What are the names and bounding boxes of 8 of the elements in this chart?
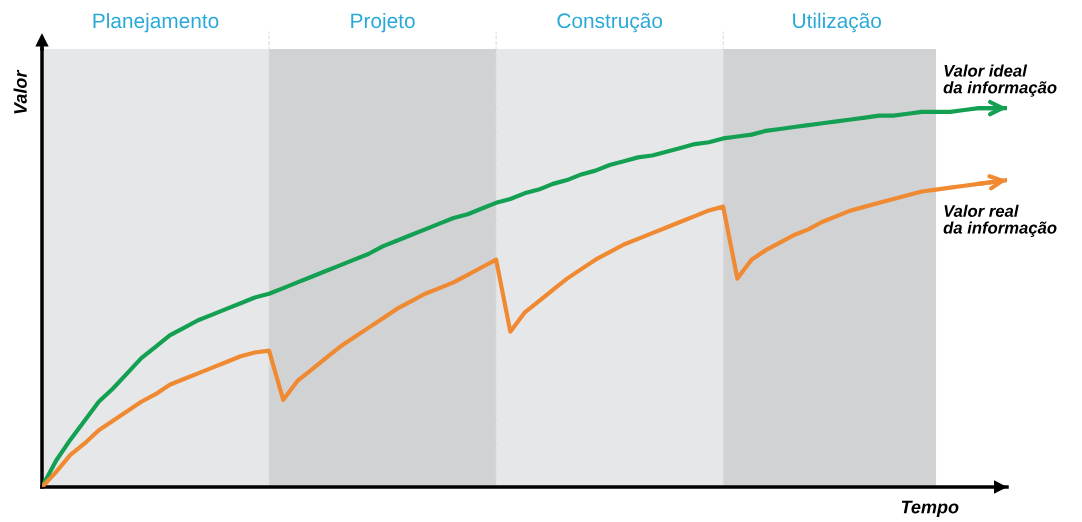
x-tick-label: Construção	[557, 12, 663, 33]
y-axis-title: Valor	[13, 69, 27, 114]
x-tick-label: Planejamento	[93, 12, 219, 33]
series-label: Valor real da informação	[943, 204, 1057, 238]
x-axis-title: Tempo	[901, 500, 959, 517]
x-tick-label: Projeto	[351, 12, 415, 33]
series-label: Valor ideal da informação	[943, 64, 1057, 97]
x-tick-label: Utilização	[793, 12, 881, 33]
